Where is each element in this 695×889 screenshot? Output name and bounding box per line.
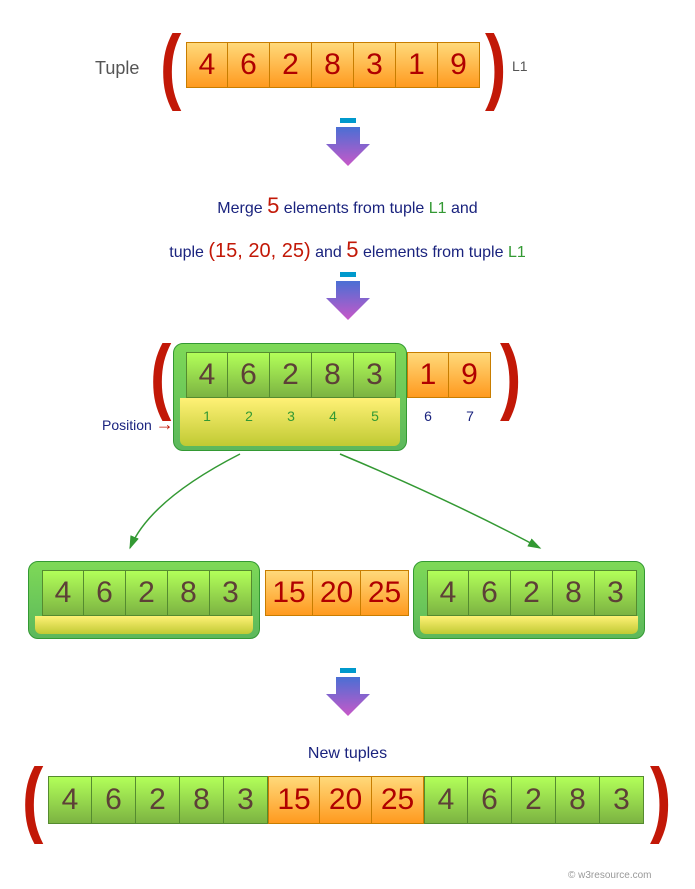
cell: 6 (228, 42, 270, 88)
cell: 4 (42, 570, 84, 616)
arrow-down-icon (324, 668, 372, 721)
cell: 1 (396, 42, 438, 88)
cell: 3 (595, 570, 637, 616)
cell: 20 (313, 570, 361, 616)
cell: 15 (265, 570, 313, 616)
arrow-down-icon (324, 272, 372, 325)
cell: 8 (312, 42, 354, 88)
cell: 8 (553, 570, 595, 616)
cell: 4 (424, 776, 468, 824)
position-number: 4 (312, 408, 354, 424)
cell: 2 (511, 570, 553, 616)
paren: ) (500, 333, 521, 416)
cell: 6 (468, 776, 512, 824)
cell-row: 46283 (42, 570, 252, 616)
cell-row: 19 (407, 352, 491, 398)
position-number: 1 (186, 408, 228, 424)
cell-row: 46283 (424, 776, 644, 824)
cell: 4 (427, 570, 469, 616)
position-number: 7 (449, 408, 491, 424)
description-text: Merge 5 elements from tuple L1 andtuple … (0, 184, 695, 272)
cell: 6 (228, 352, 270, 398)
l1-label: L1 (512, 58, 528, 74)
position-number: 3 (270, 408, 312, 424)
cell-row: 4628319 (186, 42, 480, 88)
cell: 9 (438, 42, 480, 88)
position-label: Position → (102, 414, 174, 435)
cell: 2 (126, 570, 168, 616)
paren: ( (160, 23, 181, 106)
paren: ) (485, 23, 506, 106)
cell: 2 (512, 776, 556, 824)
inner-bg (35, 616, 253, 634)
position-number: 6 (407, 408, 449, 424)
inner-bg (420, 616, 638, 634)
cell: 8 (312, 352, 354, 398)
paren: ( (150, 333, 171, 416)
cell-row: 46283 (48, 776, 268, 824)
cell-row: 152025 (268, 776, 424, 824)
cell: 1 (407, 352, 449, 398)
arrow-down-icon (324, 118, 372, 171)
cell: 2 (270, 42, 312, 88)
cell: 3 (354, 352, 396, 398)
new-tuples-label: New tuples (0, 738, 695, 770)
paren: ) (650, 756, 671, 839)
cell-row: 152025 (265, 570, 409, 616)
position-number: 2 (228, 408, 270, 424)
cell: 4 (48, 776, 92, 824)
cell: 25 (372, 776, 424, 824)
cell: 8 (168, 570, 210, 616)
cell: 6 (92, 776, 136, 824)
cell: 25 (361, 570, 409, 616)
cell: 3 (210, 570, 252, 616)
cell-row: 46283 (186, 352, 396, 398)
cell: 3 (600, 776, 644, 824)
cell: 6 (469, 570, 511, 616)
position-number: 5 (354, 408, 396, 424)
copyright: © w3resource.com (568, 870, 652, 881)
cell: 8 (180, 776, 224, 824)
cell: 4 (186, 42, 228, 88)
cell: 20 (320, 776, 372, 824)
paren: ( (22, 756, 43, 839)
tuple-label: Tuple (95, 58, 139, 79)
cell: 8 (556, 776, 600, 824)
cell: 9 (449, 352, 491, 398)
cell: 2 (270, 352, 312, 398)
cell: 3 (354, 42, 396, 88)
cell-row: 46283 (427, 570, 637, 616)
cell: 3 (224, 776, 268, 824)
cell: 2 (136, 776, 180, 824)
cell: 6 (84, 570, 126, 616)
cell: 4 (186, 352, 228, 398)
cell: 15 (268, 776, 320, 824)
